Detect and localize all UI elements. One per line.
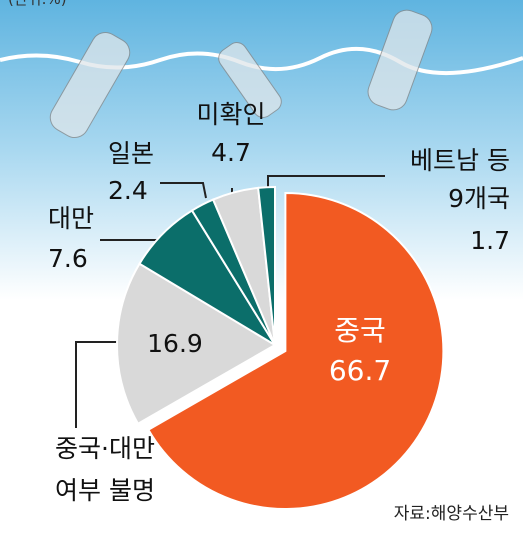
category-label: 중국·대만 여부 불명 <box>40 428 170 512</box>
value-label: 66.7 <box>300 352 420 390</box>
category-label: 미확인 <box>186 96 276 134</box>
value-label: 2.4 <box>108 172 178 210</box>
category-label: 일본 <box>108 135 178 173</box>
value-label: 4.7 <box>186 134 276 172</box>
value-label: 7.6 <box>48 240 118 278</box>
infographic: (단위:%) 자료:해양수산부 중국66.7중국·대만 여부 불명16.9대만7… <box>0 0 523 534</box>
value-label: 16.9 <box>140 325 210 363</box>
category-label: 중국 <box>300 312 420 350</box>
unit-label: (단위:%) <box>8 0 67 9</box>
source: 자료:해양수산부 <box>394 499 509 524</box>
category-label: 베트남 등 9개국 <box>360 142 510 218</box>
value-label: 1.7 <box>360 222 510 260</box>
